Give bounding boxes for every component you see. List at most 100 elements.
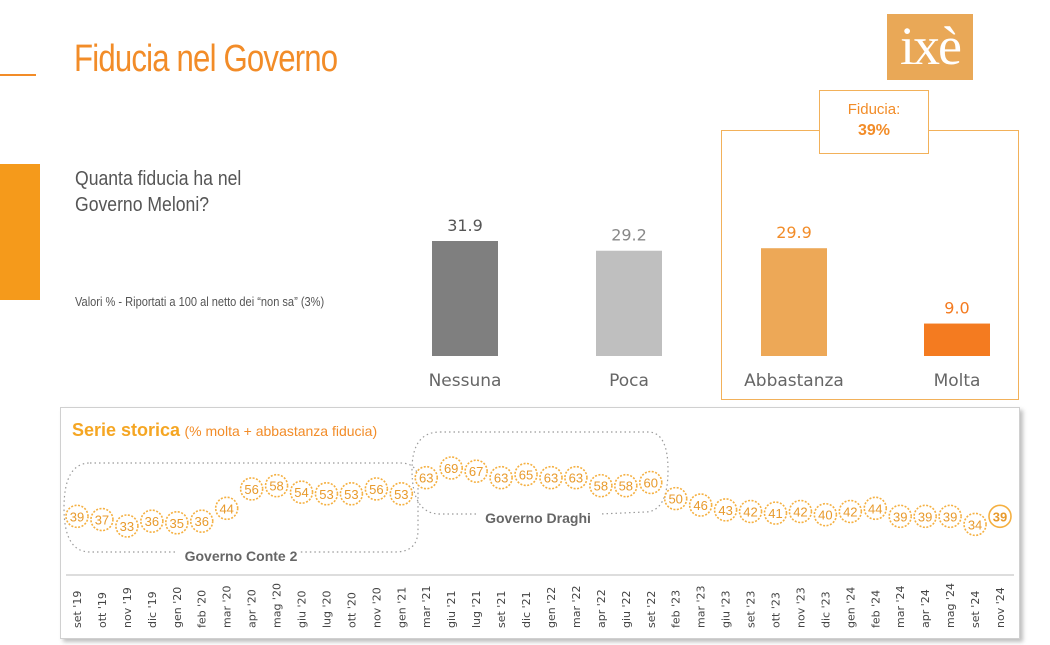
series-value-label: 56: [244, 482, 258, 497]
series-value-label: 39: [943, 509, 957, 524]
series-value-label: 41: [768, 506, 782, 521]
accent-block: [0, 164, 40, 300]
series-point: [988, 504, 1012, 529]
series-point: [713, 498, 738, 522]
history-panel: [60, 407, 1020, 639]
bar-value-label: 31.9: [447, 216, 483, 235]
x-tick-label: mag '24: [944, 583, 957, 628]
brand-logo: ixè: [887, 14, 973, 80]
x-tick-label: set '19: [71, 591, 84, 628]
bar-value-label: 29.9: [776, 223, 812, 242]
series-point: [913, 504, 937, 529]
history-title: Serie storica (% molta + abbastanza fidu…: [72, 420, 377, 441]
x-tick-label: set '22: [645, 591, 658, 628]
x-tick-label: feb '23: [670, 590, 683, 628]
series-point: [90, 507, 114, 532]
series-point: [189, 509, 214, 533]
x-tick-label: set '24: [969, 591, 982, 628]
series-value-label: 36: [145, 514, 159, 529]
x-tick-label: set '23: [745, 591, 758, 628]
series-point: [788, 499, 813, 524]
x-tick-label: dic '23: [819, 591, 832, 628]
series-value-label: 53: [394, 487, 408, 502]
x-tick-label: mar '22: [570, 586, 583, 629]
series-value-label: 33: [120, 519, 134, 534]
series-point: [115, 514, 139, 538]
series-point: [763, 501, 788, 525]
series-value-label: 63: [569, 471, 583, 486]
x-tick-label: set '21: [495, 591, 508, 628]
x-tick-label: gen '20: [171, 587, 184, 628]
series-point: [514, 462, 538, 487]
series-point: [140, 509, 164, 533]
series-point: [738, 499, 763, 524]
values-note: Valori % - Riportati a 100 al netto dei …: [75, 294, 325, 309]
x-tick-label: nov '19: [121, 587, 134, 628]
x-tick-label: giu '23: [720, 590, 733, 628]
x-tick-label: giu '20: [296, 590, 309, 628]
survey-question: Quanta fiducia ha nel Governo Meloni?: [75, 168, 242, 216]
x-tick-label: mar '20: [221, 586, 234, 629]
group-label-conte: Governo Conte 2: [185, 548, 298, 564]
series-point: [439, 456, 463, 480]
series-value-label: 50: [668, 492, 682, 507]
bar-category-label: Molta: [934, 371, 981, 391]
series-value-label: 53: [319, 487, 333, 502]
x-tick-label: mar '21: [420, 586, 433, 629]
series-point: [239, 477, 264, 501]
series-value-label: 39: [918, 509, 932, 524]
x-tick-label: lug '20: [320, 590, 333, 628]
series-point: [464, 459, 488, 484]
series-value-label: 39: [893, 509, 907, 524]
series-point: [614, 473, 638, 498]
logo-text: ixè: [900, 16, 962, 76]
series-value-label: 37: [95, 513, 109, 528]
x-tick-label: gen '22: [545, 587, 558, 628]
series-value-label: 54: [294, 485, 308, 500]
fiducia-summary-box: Fiducia: 39%: [819, 90, 929, 154]
group-outline-conte: [63, 462, 419, 553]
bar-nessuna: [432, 241, 498, 356]
bar-value-label: 29.2: [611, 226, 647, 245]
series-value-label: 42: [843, 505, 857, 520]
series-value-label: 60: [644, 476, 658, 491]
series-point: [314, 481, 339, 506]
bar-molta: [924, 323, 990, 356]
x-tick-label: feb '20: [196, 590, 209, 628]
series-point: [688, 493, 713, 517]
series-point: [888, 504, 913, 529]
series-point: [389, 481, 414, 506]
series-value-label: 42: [743, 505, 757, 520]
series-value-label: 39: [993, 509, 1007, 524]
x-tick-label: nov '20: [370, 587, 383, 628]
series-value-label: 58: [269, 479, 283, 494]
series-value-label: 63: [419, 471, 433, 486]
series-value-label: 58: [594, 479, 608, 494]
series-point: [589, 473, 613, 498]
x-tick-label: feb '24: [869, 590, 882, 628]
bar-category-label: Poca: [609, 371, 649, 391]
series-point: [663, 486, 688, 511]
series-value-label: 39: [70, 509, 84, 524]
x-tick-label: mag '20: [271, 583, 284, 628]
series-value-label: 65: [519, 467, 533, 482]
series-value-label: 34: [968, 517, 982, 532]
series-point: [813, 502, 838, 527]
series-point: [863, 496, 888, 521]
series-value-label: 56: [369, 482, 383, 497]
page-title: Fiducia nel Governo: [74, 38, 338, 80]
series-value-label: 43: [718, 503, 732, 518]
series-value-label: 58: [619, 479, 633, 494]
bar-abbastanza: [761, 248, 827, 356]
series-value-label: 40: [818, 508, 832, 523]
series-value-label: 69: [444, 461, 458, 476]
series-point: [938, 504, 962, 529]
x-tick-label: nov '24: [994, 587, 1007, 628]
x-tick-label: nov '23: [794, 587, 807, 628]
series-point: [65, 504, 89, 529]
x-tick-label: giu '21: [445, 590, 458, 628]
series-point: [214, 496, 239, 521]
series-value-label: 63: [544, 471, 558, 486]
series-point: [364, 477, 389, 501]
